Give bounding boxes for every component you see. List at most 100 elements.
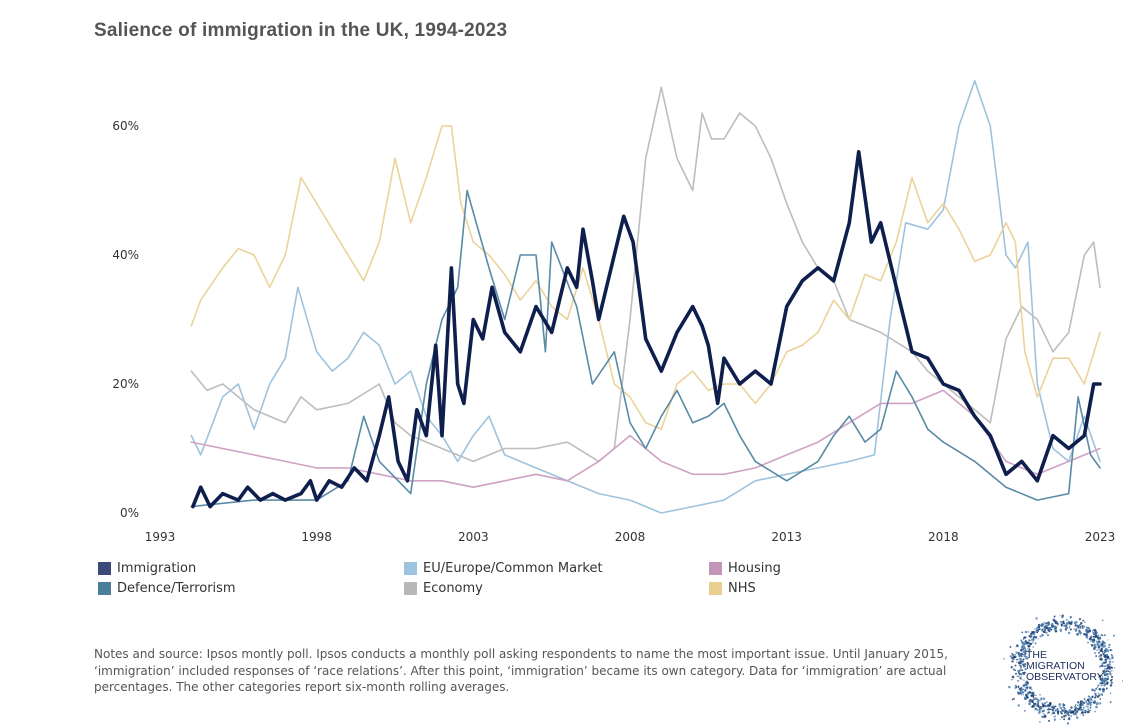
- x-tick-label: 2008: [615, 530, 646, 544]
- logo-dot: [1090, 643, 1094, 647]
- logo-dot: [1080, 634, 1082, 636]
- logo-dot: [1022, 658, 1025, 661]
- legend-item-economy[interactable]: Economy: [404, 581, 483, 596]
- logo-dot: [1009, 645, 1012, 648]
- logo-dot: [1021, 678, 1023, 680]
- logo-dot: [1109, 671, 1111, 673]
- logo-dot: [1036, 705, 1038, 707]
- logo-dot: [1054, 709, 1056, 711]
- logo-dot: [1013, 697, 1015, 700]
- logo-dot: [1101, 689, 1105, 693]
- logo-dot: [1047, 711, 1050, 714]
- logo-dot: [1075, 711, 1078, 714]
- logo-dot: [1087, 710, 1090, 714]
- legend-swatch: [98, 562, 111, 575]
- logo-dot: [1044, 705, 1046, 707]
- logo-dot: [1029, 698, 1032, 701]
- logo-dot: [1035, 707, 1037, 710]
- logo-dot: [1042, 697, 1046, 700]
- logo-dot: [1043, 715, 1047, 718]
- logo-dot: [1031, 699, 1033, 701]
- logo-dot: [1091, 695, 1094, 698]
- logo-dot: [1067, 714, 1070, 717]
- legend-item-nhs[interactable]: NHS: [709, 581, 756, 596]
- y-tick-label: 60%: [112, 119, 139, 133]
- logo-dot: [1086, 632, 1088, 634]
- logo-dot: [1100, 645, 1102, 647]
- logo-dot: [1090, 698, 1092, 701]
- logo-dot: [1093, 633, 1096, 636]
- logo-dot: [1023, 655, 1027, 658]
- logo-dot: [1050, 628, 1053, 631]
- logo-dot: [1066, 722, 1070, 725]
- logo-dot: [1098, 641, 1101, 644]
- logo-dot: [1036, 700, 1038, 702]
- legend-swatch: [709, 562, 722, 575]
- logo-dot: [1064, 709, 1068, 713]
- logo-dot: [1101, 695, 1104, 697]
- logo-dot: [1018, 664, 1021, 667]
- logo-dot: [1020, 640, 1023, 642]
- logo-dot: [1110, 681, 1113, 684]
- logo-dot: [1028, 686, 1031, 689]
- logo-dot: [1108, 672, 1112, 675]
- logo-dot: [1026, 681, 1029, 685]
- logo-dot: [1107, 649, 1109, 651]
- logo-dot: [1094, 710, 1096, 713]
- logo-dot: [1101, 688, 1104, 691]
- logo-dot: [1085, 705, 1087, 707]
- series-line-economy: [190, 86, 1101, 463]
- logo-dot: [1017, 671, 1020, 674]
- logo-dot: [1110, 679, 1112, 682]
- logo-dot: [1091, 689, 1094, 692]
- logo-dot: [1083, 633, 1086, 636]
- logo-dot: [1024, 689, 1027, 692]
- logo-dot: [1059, 628, 1063, 632]
- logo-dot: [1032, 637, 1034, 639]
- logo-dot: [1047, 634, 1049, 636]
- logo-dot: [1015, 651, 1018, 654]
- legend-label: Housing: [728, 561, 781, 576]
- legend-label: EU/Europe/Common Market: [423, 561, 603, 576]
- logo-dot: [1062, 620, 1065, 623]
- legend-item-defence[interactable]: Defence/Terrorism: [98, 581, 236, 596]
- logo-dot: [1105, 658, 1108, 661]
- logo-dot: [1038, 710, 1040, 713]
- logo-dot: [1032, 646, 1035, 648]
- logo-dot: [1088, 637, 1092, 641]
- y-tick-label: 0%: [120, 506, 139, 520]
- logo-dot: [1023, 696, 1027, 700]
- logo-dot: [1022, 638, 1025, 641]
- logo-dot: [1088, 627, 1091, 630]
- legend-item-housing[interactable]: Housing: [709, 561, 781, 576]
- logo-dot: [1091, 701, 1093, 703]
- logo-dot: [1060, 711, 1063, 713]
- logo-dot: [1035, 617, 1038, 620]
- logo-dot: [1039, 635, 1042, 638]
- legend-item-eu[interactable]: EU/Europe/Common Market: [404, 561, 603, 576]
- logo-dot: [1017, 686, 1020, 689]
- logo-dot: [1017, 670, 1019, 672]
- logo-dot: [1098, 676, 1100, 678]
- logo-line: MIGRATION: [1026, 660, 1085, 672]
- logo-dot: [1041, 716, 1043, 718]
- x-tick-label: 1993: [145, 530, 176, 544]
- logo-dot: [1063, 714, 1066, 718]
- legend-item-immigration[interactable]: Immigration: [98, 561, 196, 576]
- logo-dot: [1037, 705, 1040, 708]
- logo-dot: [1101, 649, 1104, 651]
- logo-dot: [1062, 622, 1065, 625]
- logo-dot: [1033, 628, 1035, 630]
- logo-dot: [1095, 632, 1098, 634]
- logo-dot: [1100, 679, 1103, 682]
- logo-dot: [1105, 687, 1108, 690]
- logo-dot: [1038, 624, 1041, 627]
- logo-dot: [1048, 705, 1051, 707]
- logo-dot: [1088, 701, 1092, 704]
- logo-dot: [1102, 641, 1106, 645]
- logo-dot: [1090, 640, 1092, 642]
- logo-dot: [1075, 621, 1078, 624]
- logo-dot: [1065, 714, 1067, 716]
- logo-dot: [1084, 621, 1086, 623]
